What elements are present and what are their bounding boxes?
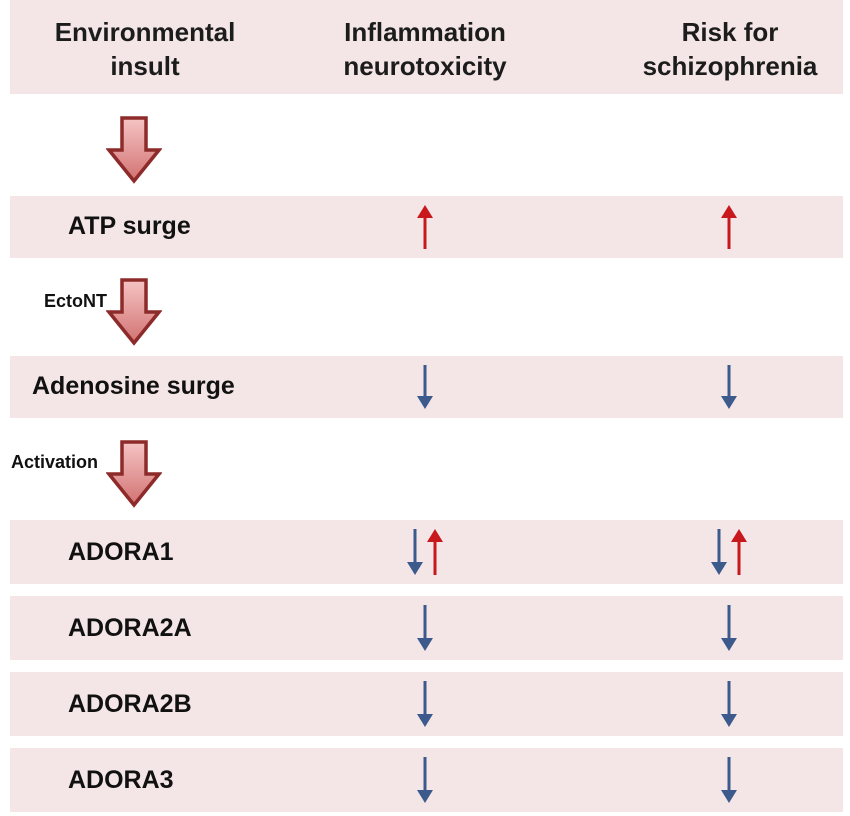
indicator-adenosine-inflammation	[388, 360, 462, 414]
flow-arrow-icon	[106, 116, 162, 184]
up-arrow-icon	[721, 205, 737, 249]
indicator-arrows	[417, 757, 433, 803]
header-col3-line1: Risk for	[681, 17, 779, 47]
indicator-adora2b-risk	[692, 676, 766, 732]
indicator-atp-risk	[692, 200, 766, 254]
header-col1-line2: insult	[110, 51, 180, 81]
indicator-adenosine-risk	[692, 360, 766, 414]
indicator-arrows	[711, 529, 747, 575]
row-label-atp-surge: ATP surge	[68, 212, 191, 240]
row-band-adora1	[10, 520, 843, 584]
indicator-arrows	[721, 757, 737, 803]
indicator-arrows	[721, 681, 737, 727]
indicator-adora1-risk	[692, 524, 766, 580]
down-arrow-icon	[721, 681, 737, 727]
indicator-arrows	[721, 205, 737, 249]
down-arrow-icon	[721, 605, 737, 651]
up-arrow-icon	[731, 529, 747, 575]
indicator-arrows	[417, 605, 433, 651]
step-label-ectont: EctoNT	[44, 291, 107, 311]
header-environmental-insult: Environmental insult	[30, 15, 260, 83]
step-label-activation: Activation	[11, 452, 99, 472]
indicator-adora2a-risk	[692, 600, 766, 656]
down-arrow-icon	[721, 365, 737, 409]
indicator-arrows	[407, 529, 443, 575]
indicator-atp-inflammation	[388, 200, 462, 254]
header-col2-line2: neurotoxicity	[343, 51, 507, 81]
row-label-adora2a: ADORA2A	[68, 614, 192, 642]
down-arrow-icon	[417, 757, 433, 803]
header-inflammation-neurotoxicity: Inflammation neurotoxicity	[310, 15, 540, 83]
row-label-adenosine-surge: Adenosine surge	[32, 372, 235, 400]
header-col1-line1: Environmental	[54, 17, 236, 47]
indicator-adora1-inflammation	[388, 524, 462, 580]
flow-arrow-icon	[106, 440, 162, 508]
indicator-arrows	[721, 365, 737, 409]
indicator-adora2b-inflammation	[388, 676, 462, 732]
down-arrow-icon	[417, 681, 433, 727]
row-label-adora3: ADORA3	[68, 766, 174, 794]
indicator-adora2a-inflammation	[388, 600, 462, 656]
down-arrow-icon	[721, 757, 737, 803]
row-label-adora2b: ADORA2B	[68, 690, 192, 718]
header-band	[10, 0, 843, 94]
up-arrow-icon	[417, 205, 433, 249]
header-col3-line2: schizophrenia	[642, 51, 818, 81]
down-arrow-icon	[407, 529, 423, 575]
up-arrow-icon	[427, 529, 443, 575]
indicator-arrows	[721, 605, 737, 651]
down-arrow-icon	[417, 365, 433, 409]
header-risk-for-schizophrenia: Risk for schizophrenia	[610, 15, 850, 83]
indicator-arrows	[417, 365, 433, 409]
down-arrow-icon	[711, 529, 727, 575]
row-label-adora1: ADORA1	[68, 538, 174, 566]
indicator-adora3-risk	[692, 752, 766, 808]
indicator-arrows	[417, 205, 433, 249]
header-col2-line1: Inflammation	[344, 17, 506, 47]
flow-arrow-icon	[106, 278, 162, 346]
down-arrow-icon	[417, 605, 433, 651]
indicator-arrows	[417, 681, 433, 727]
indicator-adora3-inflammation	[388, 752, 462, 808]
